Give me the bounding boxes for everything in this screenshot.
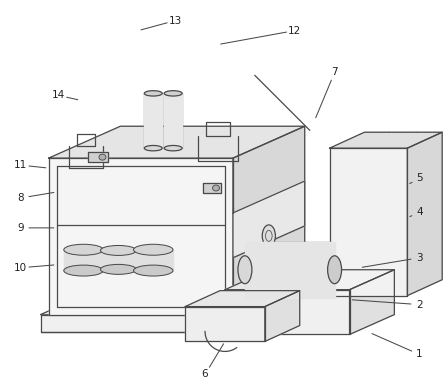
Ellipse shape: [262, 225, 275, 247]
Polygon shape: [41, 315, 300, 332]
Polygon shape: [233, 181, 305, 258]
Text: 5: 5: [416, 173, 423, 183]
Polygon shape: [64, 250, 103, 271]
Polygon shape: [164, 93, 182, 148]
Text: 14: 14: [52, 90, 65, 100]
Text: 2: 2: [416, 300, 423, 310]
Text: 7: 7: [331, 67, 338, 77]
Text: 4: 4: [416, 207, 423, 217]
Text: 10: 10: [14, 263, 27, 273]
Ellipse shape: [144, 91, 162, 96]
Ellipse shape: [134, 265, 173, 276]
Polygon shape: [100, 250, 136, 269]
Polygon shape: [41, 279, 380, 315]
Polygon shape: [300, 279, 380, 332]
Polygon shape: [185, 291, 300, 307]
Polygon shape: [329, 132, 442, 148]
Polygon shape: [88, 152, 108, 162]
Polygon shape: [407, 132, 442, 296]
Text: 6: 6: [202, 369, 208, 379]
Polygon shape: [134, 250, 173, 271]
Ellipse shape: [100, 264, 136, 274]
Ellipse shape: [64, 265, 103, 276]
Text: 9: 9: [17, 223, 24, 233]
Ellipse shape: [100, 245, 136, 255]
Polygon shape: [49, 126, 305, 158]
Polygon shape: [233, 126, 305, 315]
Ellipse shape: [328, 256, 341, 284]
Polygon shape: [329, 148, 407, 296]
Polygon shape: [225, 289, 349, 334]
Polygon shape: [203, 183, 221, 193]
Text: 1: 1: [416, 349, 423, 360]
Polygon shape: [349, 270, 394, 334]
Polygon shape: [225, 270, 394, 289]
Polygon shape: [49, 158, 233, 315]
Ellipse shape: [164, 146, 182, 151]
Ellipse shape: [238, 256, 252, 284]
Text: 12: 12: [288, 26, 301, 36]
Polygon shape: [144, 93, 162, 148]
Ellipse shape: [64, 244, 103, 255]
Ellipse shape: [134, 244, 173, 255]
Ellipse shape: [213, 185, 219, 191]
Polygon shape: [265, 291, 300, 341]
Polygon shape: [245, 242, 335, 298]
Ellipse shape: [99, 154, 106, 160]
Text: 3: 3: [416, 253, 423, 263]
Ellipse shape: [144, 146, 162, 151]
Polygon shape: [185, 307, 265, 341]
Text: 8: 8: [17, 193, 24, 203]
Ellipse shape: [164, 91, 182, 96]
Text: 13: 13: [169, 15, 182, 26]
Text: 11: 11: [14, 160, 28, 170]
